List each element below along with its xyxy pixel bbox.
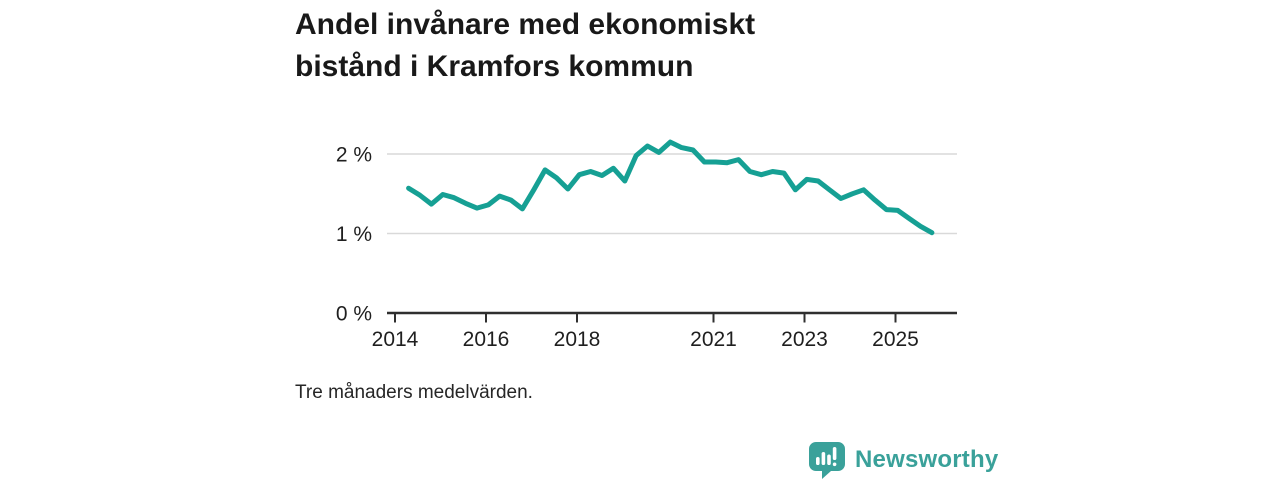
x-tick-label: 2023: [781, 328, 828, 351]
logo-bars: [816, 447, 837, 467]
brand-name: Newsworthy: [855, 446, 999, 473]
x-tick-label: 2025: [872, 328, 919, 351]
chart-title: Andel invånare med ekonomiskt bistånd i …: [295, 4, 755, 88]
chart-footnote: Tre månaders medelvärden.: [295, 382, 533, 403]
newsworthy-brand: Newsworthy: [808, 441, 998, 479]
x-tick-label: 2021: [690, 328, 737, 351]
x-tick-label: 2016: [463, 328, 510, 351]
x-tick-label: 2014: [372, 328, 419, 351]
x-tick-label: 2018: [554, 328, 601, 351]
y-axis-label: 1 %: [336, 223, 372, 246]
trend-line: [406, 139, 935, 236]
chart-title-line2: bistånd i Kramfors kommun: [295, 50, 694, 83]
chart-title-line1: Andel invånare med ekonomiskt: [295, 8, 756, 41]
bar-chart-speech-bubble-icon: [809, 442, 845, 479]
speech-bubble-shape: [809, 442, 845, 479]
y-axis-label: 2 %: [336, 144, 372, 167]
y-axis-label: 0 %: [336, 303, 372, 326]
